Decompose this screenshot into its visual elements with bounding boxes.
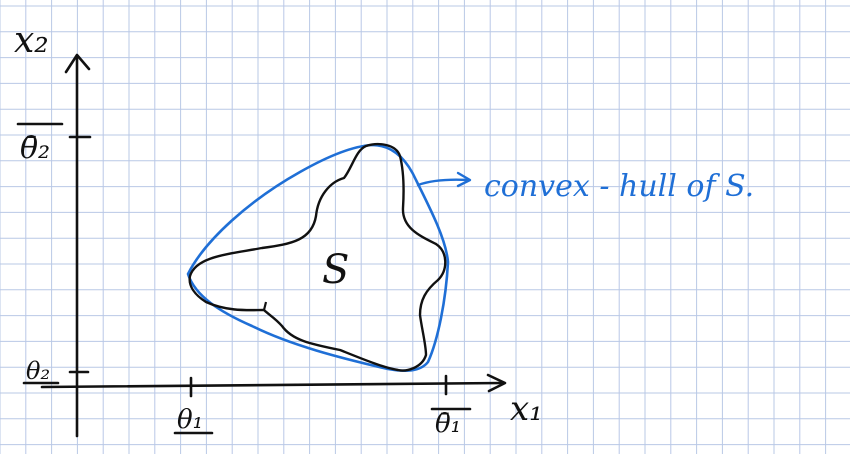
convex-hull-boundary <box>186 143 450 373</box>
hull-annotation-label: convex - hull of S. <box>484 169 754 204</box>
x1-axis-arrowhead <box>486 373 507 393</box>
y-tick-label-upper: θ̄₂ <box>20 131 50 166</box>
x1-axis <box>40 381 505 389</box>
x-tick-label-left: θ₁ <box>177 405 203 435</box>
x2-axis-arrowhead <box>64 53 91 74</box>
y-tick-label-lower: θ₂ <box>26 357 50 385</box>
hull-annotation-arrow <box>416 171 472 188</box>
set-s-boundary <box>188 142 447 372</box>
x1-axis-label: x₁ <box>510 389 543 429</box>
set-s-label: S <box>322 247 349 293</box>
x-tick-label-right: θ̄₁ <box>435 409 461 439</box>
x2-axis-label: x₂ <box>14 20 49 61</box>
axes <box>16 53 507 438</box>
set-s-inner-notch <box>262 301 268 311</box>
